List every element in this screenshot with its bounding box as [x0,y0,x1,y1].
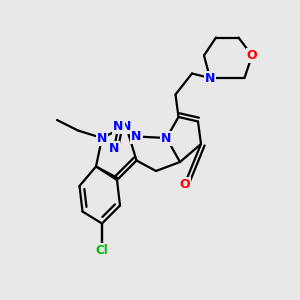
Text: N: N [121,119,131,133]
Text: O: O [247,49,257,62]
Text: O: O [179,178,190,191]
Text: N: N [205,71,215,85]
Text: N: N [161,131,172,145]
Text: N: N [109,142,119,155]
Text: N: N [131,130,142,143]
Text: Cl: Cl [96,244,108,257]
Text: N: N [113,119,124,133]
Text: N: N [97,131,107,145]
